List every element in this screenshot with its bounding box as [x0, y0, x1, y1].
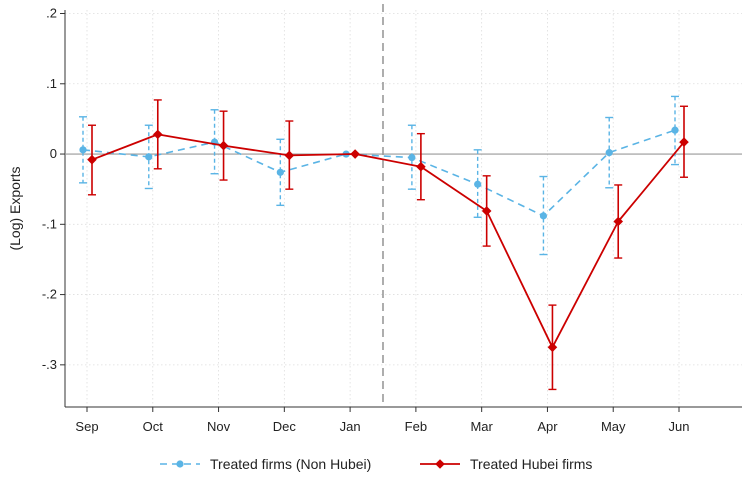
y-tick-label: .2 [46, 6, 57, 21]
legend-item-hubei: Treated Hubei firms [420, 456, 592, 472]
series-group [79, 95, 689, 391]
data-point-non-hubei-jun [671, 126, 679, 134]
reference-lines [65, 4, 742, 407]
x-tick-label-apr: Apr [537, 419, 558, 434]
grid-lines [65, 10, 742, 407]
data-point-hubei-jun [679, 137, 689, 147]
data-point-non-hubei-may [605, 149, 613, 157]
y-axis-label: (Log) Exports [7, 166, 23, 250]
data-point-non-hubei-feb [408, 153, 416, 162]
data-point-hubei-sep [87, 154, 97, 165]
legend-marker-hubei [435, 459, 445, 469]
data-point-hubei-apr [547, 342, 558, 353]
x-tick-label-jan: Jan [340, 419, 361, 434]
data-point-non-hubei-sep [79, 146, 87, 154]
axes [64, 10, 742, 408]
y-tick-label: 0 [50, 146, 57, 161]
x-tick-label-dec: Dec [273, 419, 297, 434]
y-ticks: .2 .1 0 -.1 -.2 -.3 [42, 6, 65, 372]
legend: Treated firms (Non Hubei) Treated Hubei … [160, 456, 592, 472]
y-tick-label: -.3 [42, 357, 57, 372]
data-point-hubei-dec [284, 150, 295, 161]
data-point-hubei-oct [152, 129, 163, 140]
data-point-hubei-jan [350, 149, 360, 159]
data-point-hubei-may [613, 216, 624, 227]
data-point-non-hubei-oct [145, 153, 153, 161]
x-tick-label-may: May [601, 419, 626, 434]
x-tick-label-mar: Mar [470, 419, 493, 434]
x-tick-label-nov: Nov [207, 419, 231, 434]
x-tick-label-jun: Jun [669, 419, 690, 434]
x-ticks: Sep Oct Nov Dec Jan Feb Mar Apr May Jun [75, 407, 689, 434]
y-tick-label: .1 [46, 76, 57, 91]
series-non-hubei [79, 95, 679, 256]
legend-label-non-hubei: Treated firms (Non Hubei) [210, 456, 371, 472]
data-point-hubei-mar [481, 206, 492, 216]
x-tick-label-feb: Feb [405, 419, 427, 434]
data-point-hubei-nov [218, 140, 229, 151]
legend-label-hubei: Treated Hubei firms [470, 456, 592, 472]
y-tick-label: -.2 [42, 287, 57, 302]
data-point-hubei-feb [416, 161, 426, 172]
data-point-non-hubei-dec [276, 168, 284, 176]
data-point-non-hubei-mar [474, 180, 482, 188]
legend-marker-non-hubei [176, 460, 184, 468]
x-tick-label-oct: Oct [143, 419, 164, 434]
series-line-non-hubei [82, 129, 676, 217]
legend-item-non-hubei: Treated firms (Non Hubei) [160, 456, 371, 472]
series-line-hubei [91, 133, 685, 349]
data-point-non-hubei-apr [539, 212, 548, 220]
series-hubei [87, 99, 689, 391]
y-tick-label: -.1 [42, 216, 57, 231]
x-tick-label-sep: Sep [75, 419, 98, 434]
